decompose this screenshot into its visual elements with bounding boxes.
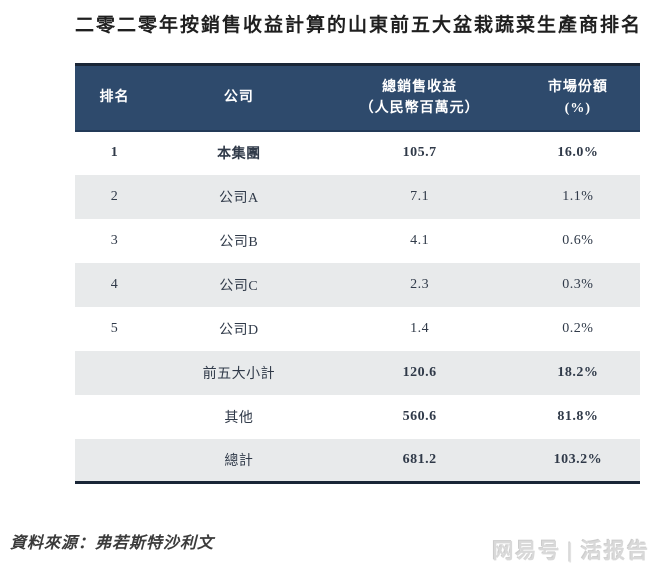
share-cell: 0.6% [562,232,594,248]
header-row: 排名 公司 總銷售收益 （人民幣百萬元） 市場份額 (%) [75,64,640,132]
revenue-cell: 120.6 [323,350,516,395]
source-note: 資料來源：弗若斯特沙利文 [10,535,215,552]
header-share: 市場份額 (%) [515,64,640,132]
share-cell: 81.8% [557,408,599,424]
watermark-name: 活报告 [581,540,650,563]
table-header: 排名 公司 總銷售收益 （人民幣百萬元） 市場份額 (%) [75,64,640,132]
header-revenue-label: 總銷售收益 [382,79,458,95]
header-share-label: 市場份額 [547,79,608,95]
revenue-cell: 105.7 [402,145,437,160]
rank-cell [75,438,155,483]
share-cell: 0.3% [515,262,640,307]
company-cell: 公司C [154,262,324,307]
table-row: 前五大小計 120.6 18.2% [75,350,640,395]
company-cell: 其他 [224,410,254,426]
watermark-brand: 网易号 [492,540,562,563]
company-cell: 前五大小計 [154,350,324,395]
table-row: 其他 560.6 81.8% [75,395,640,439]
table-row: 2 公司A 7.1 1.1% [75,174,640,219]
header-revenue: 總銷售收益 （人民幣百萬元） [323,64,516,132]
header-company-label: 公司 [223,90,254,106]
rank-cell: 3 [110,232,119,248]
revenue-cell: 1.4 [410,320,430,336]
share-cell: 16.0% [557,145,599,160]
table-row: 5 公司D 1.4 0.2% [75,307,640,351]
company-cell: 公司A [154,174,324,219]
header-rank-label: 排名 [99,90,130,106]
header-company: 公司 [154,64,324,132]
page-title: 二零二零年按銷售收益計算的山東前五大盆栽蔬菜生產商排名 [75,15,643,36]
rank-cell: 2 [75,174,155,219]
share-cell: 18.2% [515,350,640,395]
watermark: 网易号 | 活报告 [493,535,650,565]
table-row: 1 本集團 105.7 16.0% [75,131,640,175]
revenue-cell: 7.1 [323,174,516,219]
rank-cell: 5 [110,320,119,336]
company-cell: 公司B [219,234,259,250]
share-cell: 1.1% [515,174,640,219]
table-row: 3 公司B 4.1 0.6% [75,219,640,263]
revenue-cell: 560.6 [402,408,437,424]
report-content: 二零二零年按銷售收益計算的山東前五大盆栽蔬菜生產商排名 排名 公司 總銷售收益 … [75,13,640,484]
table-body: 1 本集團 105.7 16.0% 2 公司A 7.1 1.1% 3 公司B 4… [75,131,640,483]
revenue-cell: 681.2 [323,438,516,483]
company-cell: 公司D [219,322,259,338]
rank-cell: 1 [110,145,119,160]
page-footer: 資料來源：弗若斯特沙利文 网易号 | 活报告 [10,529,650,565]
share-cell: 103.2% [515,438,640,483]
table-row: 總計 681.2 103.2% [75,438,640,483]
table-row: 4 公司C 2.3 0.3% [75,262,640,307]
revenue-cell: 2.3 [323,262,516,307]
header-revenue-unit: （人民幣百萬元） [359,100,480,116]
revenue-cell: 4.1 [410,232,430,248]
rank-cell [75,350,155,395]
share-cell: 0.2% [562,320,594,336]
company-cell: 本集團 [217,147,261,162]
watermark-separator-icon: | [567,540,575,563]
company-cell: 總計 [154,438,324,483]
ranking-table: 排名 公司 總銷售收益 （人民幣百萬元） 市場份額 (%) 1 本集團 105.… [75,63,640,484]
header-share-unit: (%) [564,100,591,116]
header-rank: 排名 [75,64,155,132]
rank-cell [75,395,154,439]
rank-cell: 4 [75,262,155,307]
